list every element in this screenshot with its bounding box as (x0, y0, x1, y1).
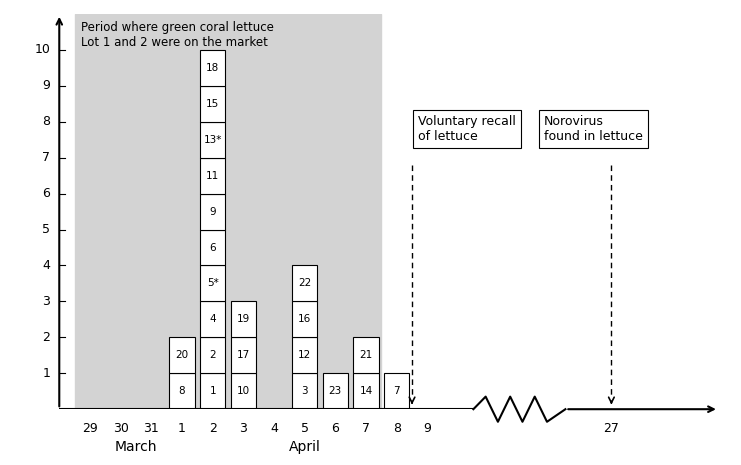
Text: 11: 11 (206, 171, 219, 180)
Text: March: March (115, 440, 157, 454)
Text: 19: 19 (236, 314, 250, 325)
Text: 6: 6 (331, 422, 339, 435)
Text: 1: 1 (42, 367, 50, 380)
Text: 6: 6 (42, 187, 50, 200)
Text: 7: 7 (42, 151, 50, 164)
Text: 3: 3 (42, 295, 50, 308)
Bar (75, 14, 382, 409)
Text: 3: 3 (302, 386, 308, 396)
Text: 2: 2 (209, 422, 216, 435)
Text: 5*: 5* (207, 279, 219, 288)
Text: 4: 4 (42, 259, 50, 272)
Text: 8: 8 (393, 422, 401, 435)
Text: 21: 21 (359, 350, 373, 360)
Text: 7: 7 (362, 422, 370, 435)
Text: 2: 2 (210, 350, 216, 360)
Bar (292, 266, 317, 301)
Text: 2: 2 (42, 331, 50, 344)
Text: 4: 4 (270, 422, 278, 435)
Text: 14: 14 (359, 386, 373, 396)
Text: 5: 5 (42, 223, 50, 236)
Text: 9: 9 (42, 80, 50, 93)
Bar (353, 337, 379, 373)
Text: 22: 22 (298, 279, 311, 288)
Text: 16: 16 (298, 314, 311, 325)
Text: 1: 1 (178, 422, 186, 435)
Text: 9: 9 (210, 206, 216, 217)
Text: 12: 12 (298, 350, 311, 360)
Bar (200, 122, 225, 158)
Bar (200, 230, 225, 266)
Text: 13*: 13* (204, 135, 222, 145)
Text: Voluntary recall
of lettuce: Voluntary recall of lettuce (418, 114, 516, 143)
Bar (200, 158, 225, 193)
Text: Period where green coral lettuce
Lot 1 and 2 were on the market: Period where green coral lettuce Lot 1 a… (81, 21, 273, 49)
Bar (170, 373, 195, 409)
Bar (200, 373, 225, 409)
Text: 29: 29 (82, 422, 98, 435)
Text: 7: 7 (393, 386, 400, 396)
Text: 20: 20 (176, 350, 188, 360)
Bar (292, 337, 317, 373)
Bar (170, 337, 195, 373)
Text: 30: 30 (113, 422, 129, 435)
Bar (200, 193, 225, 230)
Text: 18: 18 (206, 63, 219, 73)
Text: 8: 8 (179, 386, 185, 396)
Text: 31: 31 (144, 422, 159, 435)
Bar (384, 373, 409, 409)
Text: April: April (289, 440, 321, 454)
Text: 27: 27 (603, 422, 619, 435)
Bar (230, 337, 256, 373)
Text: 15: 15 (206, 99, 219, 109)
Bar (200, 50, 225, 86)
Bar (323, 373, 348, 409)
Bar (353, 373, 379, 409)
Text: 3: 3 (239, 422, 247, 435)
Bar (200, 266, 225, 301)
Bar (200, 86, 225, 122)
Text: 5: 5 (301, 422, 309, 435)
Bar (230, 373, 256, 409)
Bar (230, 301, 256, 337)
Text: Norovirus
found in lettuce: Norovirus found in lettuce (544, 114, 642, 143)
Bar (200, 337, 225, 373)
Text: 4: 4 (210, 314, 216, 325)
Text: 23: 23 (329, 386, 342, 396)
Text: 10: 10 (34, 43, 50, 56)
Bar (200, 301, 225, 337)
Text: 8: 8 (42, 115, 50, 128)
Text: 1: 1 (210, 386, 216, 396)
Text: 17: 17 (236, 350, 250, 360)
Text: 9: 9 (423, 422, 431, 435)
Bar (292, 301, 317, 337)
Text: 6: 6 (210, 243, 216, 252)
Bar (292, 373, 317, 409)
Text: 10: 10 (237, 386, 250, 396)
